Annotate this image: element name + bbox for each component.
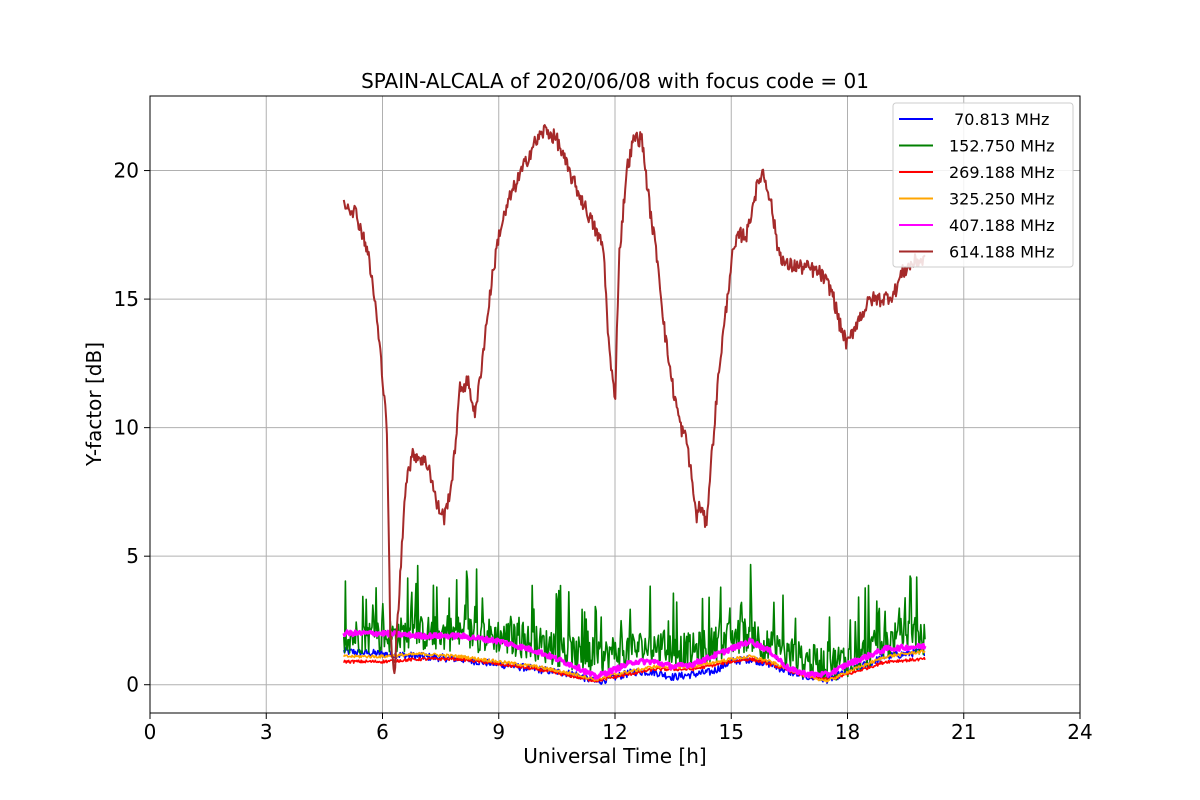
series-line-407-188-mhz xyxy=(342,629,927,680)
y-tick-label: 0 xyxy=(126,673,139,697)
series-line-325-250-mhz xyxy=(343,649,926,683)
legend-label: 325.250 MHz xyxy=(949,190,1054,209)
x-tick-label: 9 xyxy=(492,720,505,744)
series-line-269-188-mhz xyxy=(343,656,926,683)
legend-label: 407.188 MHz xyxy=(949,216,1054,235)
series-layer xyxy=(342,124,927,686)
x-tick-label: 15 xyxy=(719,720,744,744)
x-tick-label: 3 xyxy=(260,720,273,744)
y-tick-label: 15 xyxy=(114,287,139,311)
x-tick-label: 24 xyxy=(1067,720,1092,744)
chart-title: SPAIN-ALCALA of 2020/06/08 with focus co… xyxy=(361,69,869,93)
x-tick-label: 6 xyxy=(376,720,389,744)
legend-box xyxy=(892,102,1074,268)
legend-label: 614.188 MHz xyxy=(949,243,1054,262)
legend-label: 70.813 MHz xyxy=(949,110,1049,129)
legend-label: 152.750 MHz xyxy=(949,137,1054,156)
x-tick-label: 21 xyxy=(951,720,976,744)
series-line-614-188-mhz xyxy=(342,124,926,675)
legend: 70.813 MHz 152.750 MHz 269.188 MHz 325.250 … xyxy=(892,102,1074,268)
x-tick-label: 12 xyxy=(602,720,627,744)
y-tick-label: 10 xyxy=(114,416,139,440)
ticks: 0 3 6 9 12 15 18 21 24 0 5 10 15 20 xyxy=(114,159,1093,744)
x-tick-label: 0 xyxy=(144,720,157,744)
x-tick-label: 18 xyxy=(835,720,860,744)
y-tick-label: 5 xyxy=(126,544,139,568)
y-tick-label: 20 xyxy=(114,159,139,183)
x-axis-label: Universal Time [h] xyxy=(523,744,706,768)
legend-label: 269.188 MHz xyxy=(949,163,1054,182)
series-line-152-750-mhz xyxy=(343,563,926,682)
y-axis-label: Y-factor [dB] xyxy=(82,342,106,467)
